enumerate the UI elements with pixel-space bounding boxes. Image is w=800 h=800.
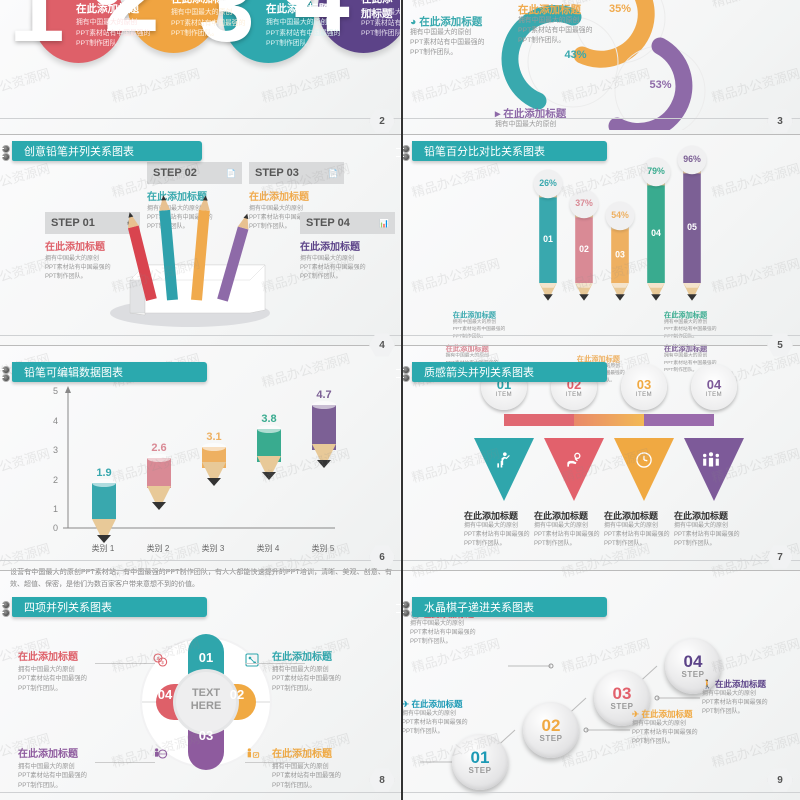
svg-text:$: $ — [161, 660, 164, 665]
svg-text:3: 3 — [53, 445, 58, 455]
svg-text:0: 0 — [53, 523, 58, 533]
svg-text:2: 2 — [53, 475, 58, 485]
svg-text:4: 4 — [53, 416, 58, 426]
svg-text:1: 1 — [53, 504, 58, 514]
svg-text:5: 5 — [53, 386, 58, 396]
